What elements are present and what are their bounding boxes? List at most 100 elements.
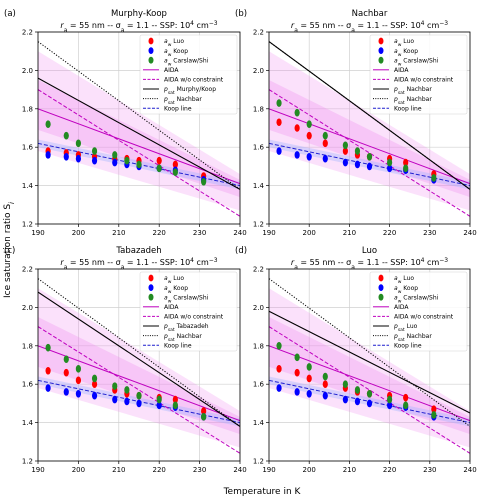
data-point-luo <box>156 156 162 165</box>
legend-label: aw Carslaw/Shi <box>394 57 439 67</box>
data-point-luo <box>63 368 69 377</box>
data-point-carslaw <box>294 108 300 117</box>
axes-frame <box>37 268 241 462</box>
legend-marker <box>148 274 154 282</box>
x-tick-label: 240 <box>463 466 476 474</box>
legend-label: psat Nachbar <box>163 96 202 106</box>
data-point-carslaw <box>91 147 98 155</box>
data-point-carslaw <box>387 158 393 167</box>
x-axis-label: Temperature in K <box>223 487 302 497</box>
aida-line <box>269 108 470 185</box>
data-point-koop <box>294 388 300 396</box>
axes-frame <box>268 268 471 462</box>
panel-title: Luo <box>362 246 377 256</box>
data-point-carslaw <box>156 395 162 404</box>
data-point-carslaw <box>354 386 361 394</box>
data-point-koop <box>354 160 361 169</box>
data-point-koop <box>354 397 361 406</box>
data-point-luo <box>45 366 51 375</box>
legend-label: aw Luo <box>394 38 414 48</box>
aida-uncertainty-band-outer <box>38 288 240 448</box>
data-point-koop <box>91 391 98 400</box>
y-tick-label: 1.2 <box>22 221 33 229</box>
data-point-koop <box>45 151 51 159</box>
data-point-luo <box>431 405 437 413</box>
data-point-koop <box>124 397 130 406</box>
data-point-carslaw <box>322 131 328 140</box>
y-tick-label: 1.2 <box>253 221 264 229</box>
data-point-carslaw <box>45 343 51 352</box>
legend-label: aw Carslaw/Shi <box>164 57 209 67</box>
data-point-luo <box>306 131 312 140</box>
aida-uncertainty-band-outer <box>269 288 470 448</box>
data-point-carslaw <box>63 355 69 364</box>
x-tick-label: 230 <box>423 229 436 237</box>
legend-label: aw Koop <box>164 285 188 295</box>
psat-line <box>38 291 240 427</box>
x-tick-label: 190 <box>262 466 275 474</box>
x-tick-label: 200 <box>72 229 85 237</box>
y-tick-label: 1.2 <box>22 458 33 466</box>
legend-marker <box>378 37 384 45</box>
y-tick-label: 1.8 <box>22 342 33 350</box>
data-point-carslaw <box>366 390 373 398</box>
aida-line <box>269 345 470 422</box>
data-point-carslaw <box>322 372 328 381</box>
x-tick-label: 210 <box>112 466 125 474</box>
legend-marker <box>378 284 384 291</box>
x-tick-label: 210 <box>112 229 125 237</box>
panel-tag: (c) <box>4 246 15 256</box>
data-point-koop <box>63 153 69 161</box>
panel-tag: (b) <box>235 9 247 19</box>
legend-marker <box>378 56 384 64</box>
panel-tag: (d) <box>235 246 247 256</box>
legend-label: Koop line <box>394 105 422 112</box>
legend-label: Koop line <box>394 342 422 349</box>
data-point-carslaw <box>354 147 361 155</box>
data-point-carslaw <box>306 363 312 371</box>
data-point-koop <box>342 395 348 404</box>
legend-marker <box>148 56 154 64</box>
legend-label: AIDA <box>394 304 409 311</box>
aida-uncertainty-band-outer <box>269 51 470 211</box>
data-point-carslaw <box>156 164 162 173</box>
x-tick-label: 210 <box>343 466 356 474</box>
data-point-koop <box>112 395 118 404</box>
psat-nachbar-line <box>269 278 470 427</box>
aida-wo-constraint-line <box>269 89 470 217</box>
aida-uncertainty-band-inner <box>38 80 240 198</box>
y-tick-label: 1.2 <box>253 458 264 466</box>
data-point-carslaw <box>201 413 207 421</box>
x-tick-label: 230 <box>193 229 206 237</box>
y-axis-label: Ice saturation ratio Si <box>3 202 16 298</box>
y-tick-label: 2.2 <box>22 29 33 37</box>
axes-frame <box>37 31 241 225</box>
legend-label: AIDA <box>164 67 179 74</box>
data-point-luo <box>342 147 348 155</box>
legend-label: psat Nachbar <box>393 86 432 96</box>
data-point-luo <box>75 376 81 385</box>
data-point-carslaw <box>112 382 118 390</box>
data-point-koop <box>75 154 81 163</box>
data-point-carslaw <box>342 380 348 389</box>
y-tick-label: 1.4 <box>253 182 265 190</box>
legend-label: aw Koop <box>394 48 418 58</box>
data-point-luo <box>276 118 282 127</box>
legend-label: aw Koop <box>394 285 418 295</box>
aida-wo-constraint-line <box>38 326 240 454</box>
legend-box <box>139 271 238 352</box>
data-point-carslaw <box>91 374 98 383</box>
data-point-carslaw <box>276 99 282 107</box>
data-point-koop <box>306 390 312 398</box>
data-point-luo <box>403 158 409 167</box>
data-point-carslaw <box>306 120 312 128</box>
data-point-luo <box>91 380 98 389</box>
x-tick-label: 220 <box>153 466 166 474</box>
aida-wo-constraint-line <box>38 89 240 217</box>
data-point-koop <box>156 401 162 410</box>
legend-label: AIDA w/o constraint <box>394 77 454 84</box>
psat-line <box>269 310 470 414</box>
